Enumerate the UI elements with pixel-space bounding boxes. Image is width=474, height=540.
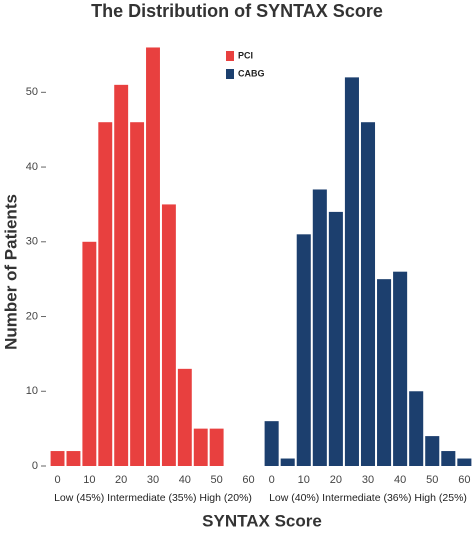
- bar: [457, 458, 472, 466]
- bar: [360, 122, 376, 467]
- y-tick-label: 20: [26, 310, 38, 322]
- bar: [312, 189, 327, 466]
- y-tick-label: 40: [26, 161, 38, 173]
- y-tick-label: 0: [32, 460, 38, 472]
- bar: [177, 368, 192, 466]
- x-tick-label: 50: [211, 474, 223, 486]
- bar: [161, 204, 176, 466]
- bar: [50, 451, 65, 466]
- bar: [98, 122, 113, 467]
- x-tick-label: 40: [394, 474, 406, 486]
- y-tick-label: 50: [26, 86, 38, 98]
- bar: [328, 211, 343, 466]
- bar: [146, 47, 160, 466]
- bar: [393, 271, 408, 466]
- bar: [66, 451, 81, 466]
- x-tick-label: 40: [179, 474, 191, 486]
- bar: [377, 279, 392, 466]
- bar: [296, 234, 311, 466]
- chart-title: The Distribution of SYNTAX Score: [91, 1, 383, 21]
- x-tick-label: 0: [269, 474, 275, 486]
- legend-swatch: [226, 69, 234, 79]
- bar: [114, 84, 129, 466]
- x-tick-label: 50: [426, 474, 438, 486]
- bar: [441, 451, 456, 466]
- bar: [409, 391, 424, 466]
- bar: [264, 421, 279, 466]
- y-axis-title: Number of Patients: [1, 194, 20, 350]
- x-tick-label: 10: [83, 474, 95, 486]
- y-tick-label: 30: [26, 236, 38, 248]
- x-tick-label: 30: [362, 474, 374, 486]
- bar: [209, 428, 224, 466]
- x-tick-label: 0: [54, 474, 60, 486]
- x-tick-label: 20: [115, 474, 127, 486]
- bar: [193, 428, 208, 466]
- x-tick-label: 30: [147, 474, 159, 486]
- panel-subtitle: Low (40%) Intermediate (36%) High (25%): [269, 492, 467, 504]
- x-tick-label: 10: [298, 474, 310, 486]
- x-tick-label: 60: [458, 474, 470, 486]
- bar: [82, 241, 97, 466]
- legend-swatch: [226, 51, 234, 61]
- bar: [425, 436, 440, 466]
- x-tick-label: 60: [242, 474, 254, 486]
- legend-label: PCI: [238, 50, 253, 60]
- x-axis-title: SYNTAX Score: [202, 511, 322, 530]
- panel-subtitle: Low (45%) Intermediate (35%) High (20%): [54, 492, 252, 504]
- bar: [280, 458, 295, 466]
- legend-label: CABG: [238, 68, 265, 78]
- x-tick-label: 20: [330, 474, 342, 486]
- y-tick-label: 10: [26, 385, 38, 397]
- bar: [130, 122, 145, 467]
- bar: [344, 77, 359, 467]
